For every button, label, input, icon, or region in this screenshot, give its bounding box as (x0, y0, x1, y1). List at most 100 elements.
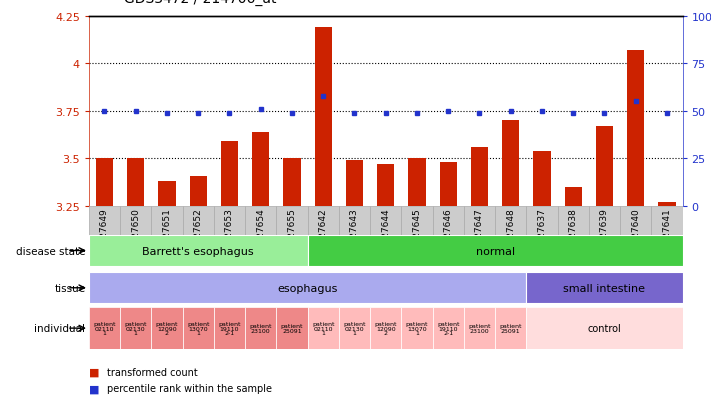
Bar (190, 176, 207, 206)
Bar (96, 159, 113, 206)
Bar (151, 308, 183, 349)
Bar (89, 273, 526, 304)
Bar (502, 121, 519, 206)
Text: ■: ■ (89, 367, 100, 377)
Text: GSM327645: GSM327645 (412, 208, 422, 263)
Text: GSM327646: GSM327646 (444, 208, 453, 263)
Bar (526, 206, 557, 235)
Bar (495, 206, 526, 235)
Bar (252, 133, 269, 206)
Bar (308, 308, 339, 349)
Bar (89, 206, 120, 235)
Text: patient
23100: patient 23100 (469, 324, 491, 333)
Text: GDS3472 / 214706_at: GDS3472 / 214706_at (124, 0, 277, 6)
Bar (464, 308, 495, 349)
Text: patient
25091: patient 25091 (281, 324, 303, 333)
Text: GSM327651: GSM327651 (163, 208, 171, 263)
Text: patient
23100: patient 23100 (250, 324, 272, 333)
Text: GSM327637: GSM327637 (538, 208, 547, 263)
Bar (589, 206, 620, 235)
Bar (370, 206, 401, 235)
Text: esophagus: esophagus (277, 283, 338, 293)
Bar (245, 308, 277, 349)
Text: patient
25091: patient 25091 (499, 324, 522, 333)
Text: patient
13070
1: patient 13070 1 (187, 321, 210, 335)
Text: patient
02130
1: patient 02130 1 (124, 321, 147, 335)
Bar (565, 188, 582, 206)
Text: disease state: disease state (16, 246, 85, 256)
Bar (214, 206, 245, 235)
Bar (159, 182, 176, 206)
Text: GSM327642: GSM327642 (319, 208, 328, 262)
Bar (214, 308, 245, 349)
Bar (120, 308, 151, 349)
Bar (377, 165, 395, 206)
Text: normal: normal (476, 246, 515, 256)
Text: GSM327639: GSM327639 (600, 208, 609, 263)
Bar (89, 308, 120, 349)
Bar (401, 308, 432, 349)
Text: GSM327650: GSM327650 (132, 208, 140, 263)
Text: patient
02130
1: patient 02130 1 (343, 321, 365, 335)
Text: GSM327649: GSM327649 (100, 208, 109, 263)
Text: GSM327641: GSM327641 (663, 208, 671, 263)
Bar (245, 206, 277, 235)
Bar (277, 206, 308, 235)
Bar (151, 206, 183, 235)
Bar (526, 273, 683, 304)
Bar (408, 159, 426, 206)
Text: individual: individual (34, 323, 85, 333)
Bar (620, 206, 651, 235)
Text: GSM327643: GSM327643 (350, 208, 359, 263)
Bar (658, 203, 675, 206)
Bar (339, 206, 370, 235)
Text: GSM327644: GSM327644 (381, 208, 390, 262)
Text: transformed count: transformed count (107, 367, 198, 377)
Text: GSM327640: GSM327640 (631, 208, 640, 263)
Bar (464, 206, 495, 235)
Text: GSM327647: GSM327647 (475, 208, 484, 263)
Bar (183, 308, 214, 349)
Text: percentile rank within the sample: percentile rank within the sample (107, 383, 272, 393)
Bar (346, 161, 363, 206)
Text: control: control (587, 323, 621, 333)
Bar (596, 127, 613, 206)
Text: GSM327638: GSM327638 (569, 208, 578, 263)
Text: small intestine: small intestine (563, 283, 646, 293)
Bar (432, 308, 464, 349)
Text: patient
19110
2-1: patient 19110 2-1 (218, 321, 241, 335)
Bar (370, 308, 401, 349)
Bar (284, 159, 301, 206)
Bar (308, 206, 339, 235)
Text: GSM327652: GSM327652 (193, 208, 203, 263)
Bar (651, 206, 683, 235)
Bar (471, 147, 488, 206)
Text: patient
02110
1: patient 02110 1 (93, 321, 116, 335)
Text: patient
13070
1: patient 13070 1 (406, 321, 428, 335)
Text: GSM327648: GSM327648 (506, 208, 515, 263)
Text: GSM327655: GSM327655 (287, 208, 296, 263)
Text: patient
12090
2: patient 12090 2 (156, 321, 178, 335)
Bar (495, 308, 526, 349)
Bar (339, 308, 370, 349)
Bar (533, 152, 550, 206)
Bar (526, 308, 683, 349)
Bar (221, 142, 238, 206)
Text: patient
02110
1: patient 02110 1 (312, 321, 334, 335)
Bar (127, 159, 144, 206)
Bar (432, 206, 464, 235)
Text: Barrett's esophagus: Barrett's esophagus (142, 246, 254, 256)
Bar (439, 163, 456, 206)
Bar (315, 28, 332, 206)
Text: tissue: tissue (54, 283, 85, 293)
Text: patient
19110
2-1: patient 19110 2-1 (437, 321, 459, 335)
Bar (183, 206, 214, 235)
Bar (277, 308, 308, 349)
Bar (120, 206, 151, 235)
Text: GSM327654: GSM327654 (256, 208, 265, 263)
Text: ■: ■ (89, 383, 100, 393)
Text: patient
12090
2: patient 12090 2 (375, 321, 397, 335)
Text: GSM327653: GSM327653 (225, 208, 234, 263)
Bar (308, 235, 683, 266)
Bar (89, 235, 308, 266)
